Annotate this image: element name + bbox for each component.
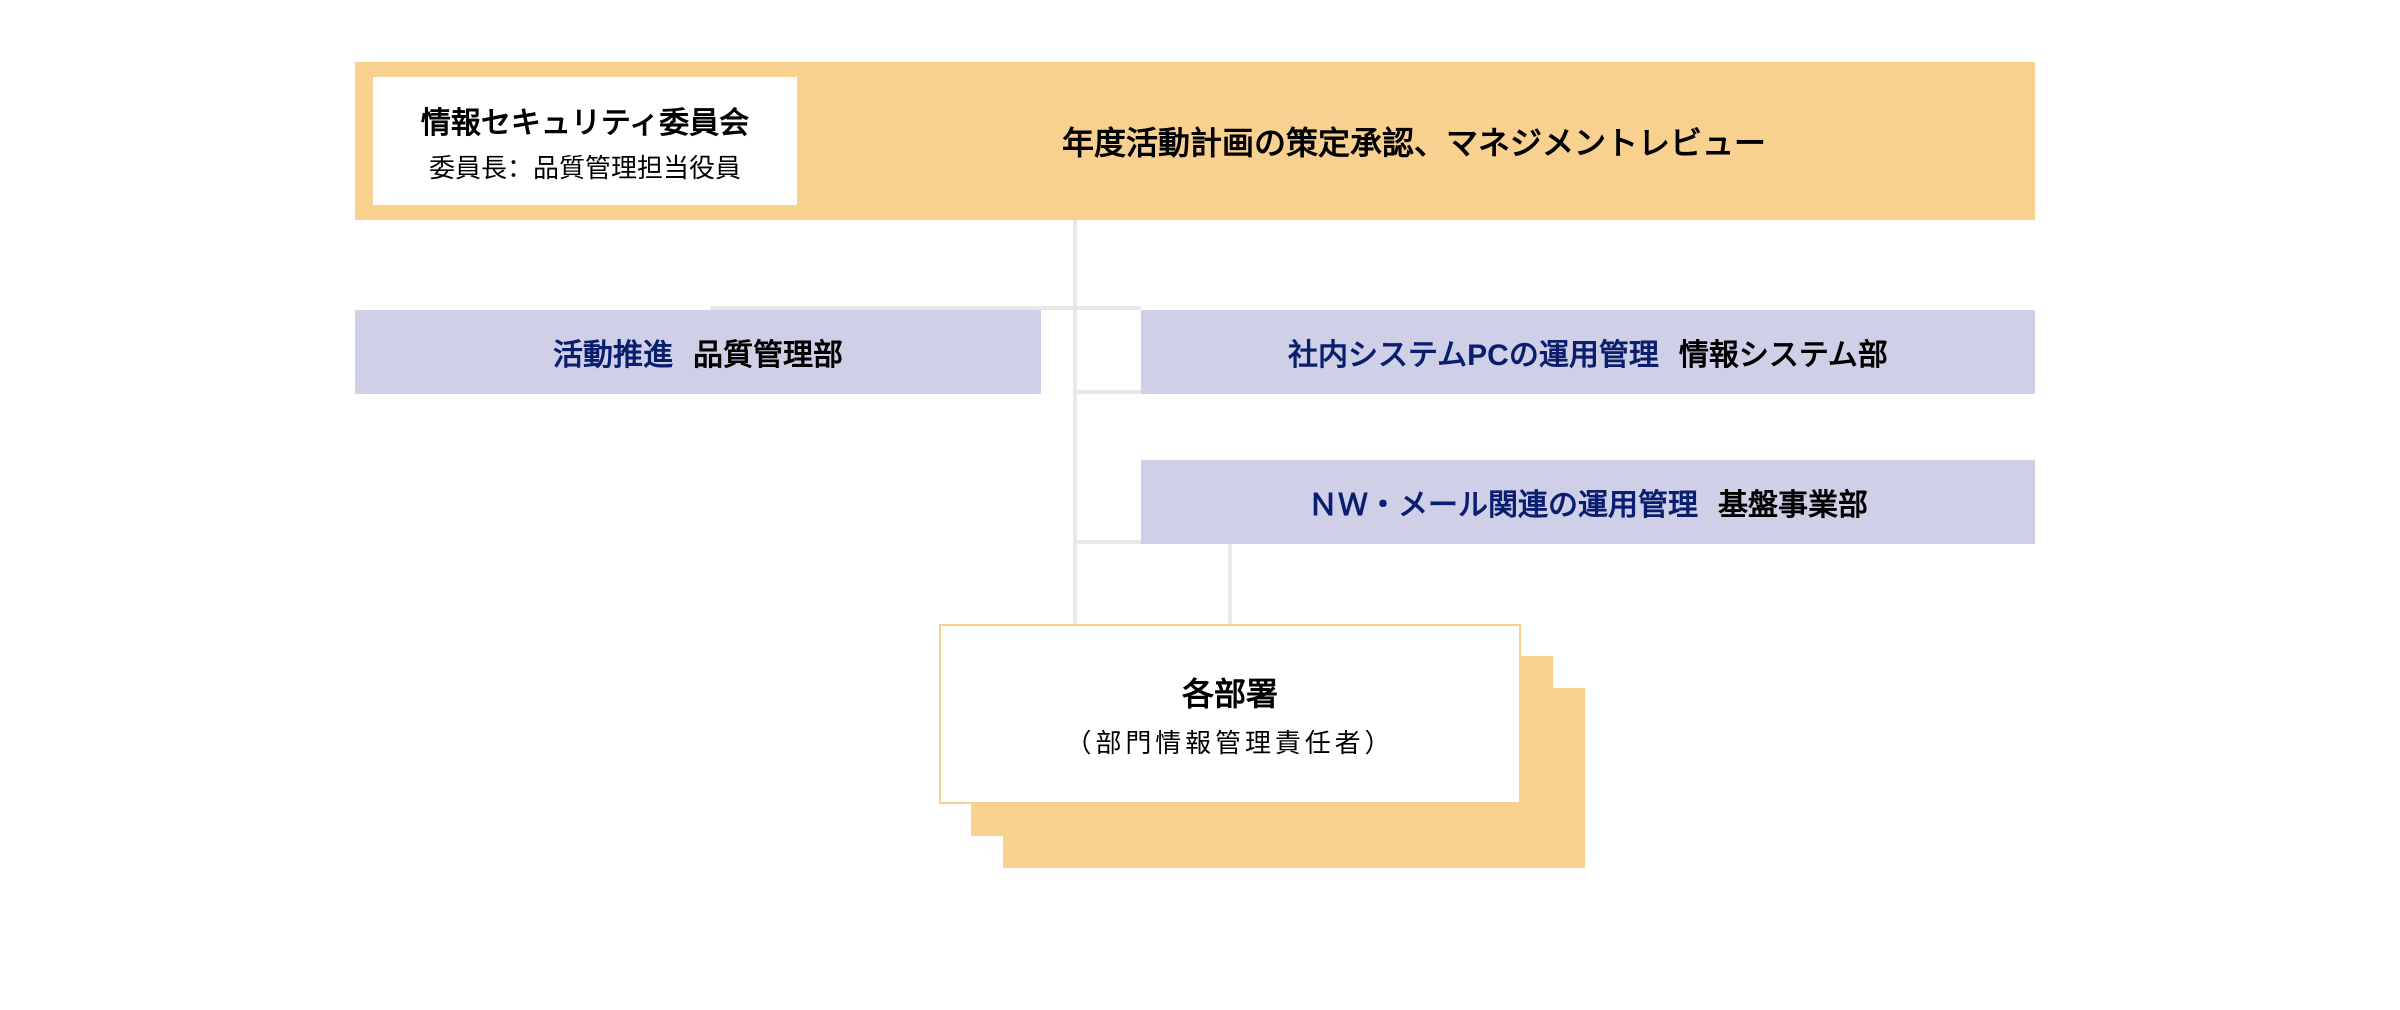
connector-horizontal-right1 (1073, 390, 1141, 394)
committee-box: 情報セキュリティ委員会 委員長：品質管理担当役員 (373, 77, 797, 205)
dept-stack-front: 各部署 （部門情報管理責任者） (939, 624, 1521, 804)
nw-mail-box: ＮＷ・メール関連の運用管理 基盤事業部 (1141, 460, 2035, 544)
connector-horizontal-right2 (1073, 540, 1141, 544)
top-description: 年度活動計画の策定承認、マネジメントレビュー (797, 118, 2031, 164)
activity-promotion-box: 活動推進 品質管理部 (355, 310, 1041, 394)
committee-bar: 情報セキュリティ委員会 委員長：品質管理担当役員 年度活動計画の策定承認、マネジ… (355, 62, 2035, 220)
system-pc-dept: 情報システム部 (1679, 330, 1888, 374)
org-chart-canvas: 情報セキュリティ委員会 委員長：品質管理担当役員 年度活動計画の策定承認、マネジ… (0, 0, 2400, 1010)
system-pc-box: 社内システムPCの運用管理 情報システム部 (1141, 310, 2035, 394)
nw-mail-dept: 基盤事業部 (1718, 480, 1868, 524)
activity-dept: 品質管理部 (693, 330, 843, 374)
nw-mail-label: ＮＷ・メール関連の運用管理 (1308, 480, 1698, 524)
committee-subtitle: 委員長：品質管理担当役員 (429, 148, 741, 185)
dept-title: 各部署 (1182, 669, 1278, 715)
committee-title: 情報セキュリティ委員会 (421, 98, 749, 142)
system-pc-label: 社内システムPCの運用管理 (1288, 330, 1659, 374)
connector-vertical-main (1073, 220, 1077, 624)
activity-label: 活動推進 (553, 330, 673, 374)
dept-subtitle: （部門情報管理責任者） (1066, 723, 1395, 760)
connector-vertical-down (1228, 544, 1232, 624)
